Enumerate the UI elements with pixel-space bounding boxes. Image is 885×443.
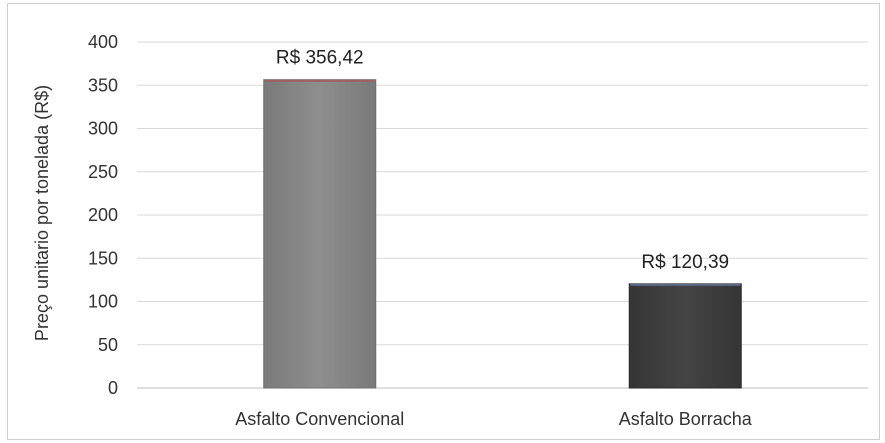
x-axis-categories: Asfalto Convencional Asfalto Borracha xyxy=(235,409,753,429)
data-label: R$ 356,42 xyxy=(276,48,364,69)
bars xyxy=(263,79,742,389)
y-axis-ticks: 0 50 100 150 200 250 300 350 400 xyxy=(88,32,118,398)
y-axis-title: Preço unitario por tonelada (R$) xyxy=(32,85,52,341)
y-tick-label: 350 xyxy=(88,75,118,95)
y-tick-label: 100 xyxy=(88,292,118,312)
x-category-label: Asfalto Borracha xyxy=(619,409,753,429)
x-category-label: Asfalto Convencional xyxy=(235,409,404,429)
y-tick-label: 150 xyxy=(88,248,118,268)
y-tick-label: 0 xyxy=(108,378,118,398)
y-tick-label: 50 xyxy=(98,335,118,355)
data-labels: R$ 356,42 R$ 120,39 xyxy=(276,48,729,273)
y-tick-label: 400 xyxy=(88,32,118,52)
bar-1 xyxy=(628,283,742,389)
y-tick-label: 250 xyxy=(88,162,118,182)
gridlines xyxy=(137,41,868,389)
y-tick-label: 300 xyxy=(88,119,118,139)
data-label: R$ 120,39 xyxy=(641,252,729,273)
bar-0 xyxy=(263,79,377,389)
y-tick-label: 200 xyxy=(88,205,118,225)
